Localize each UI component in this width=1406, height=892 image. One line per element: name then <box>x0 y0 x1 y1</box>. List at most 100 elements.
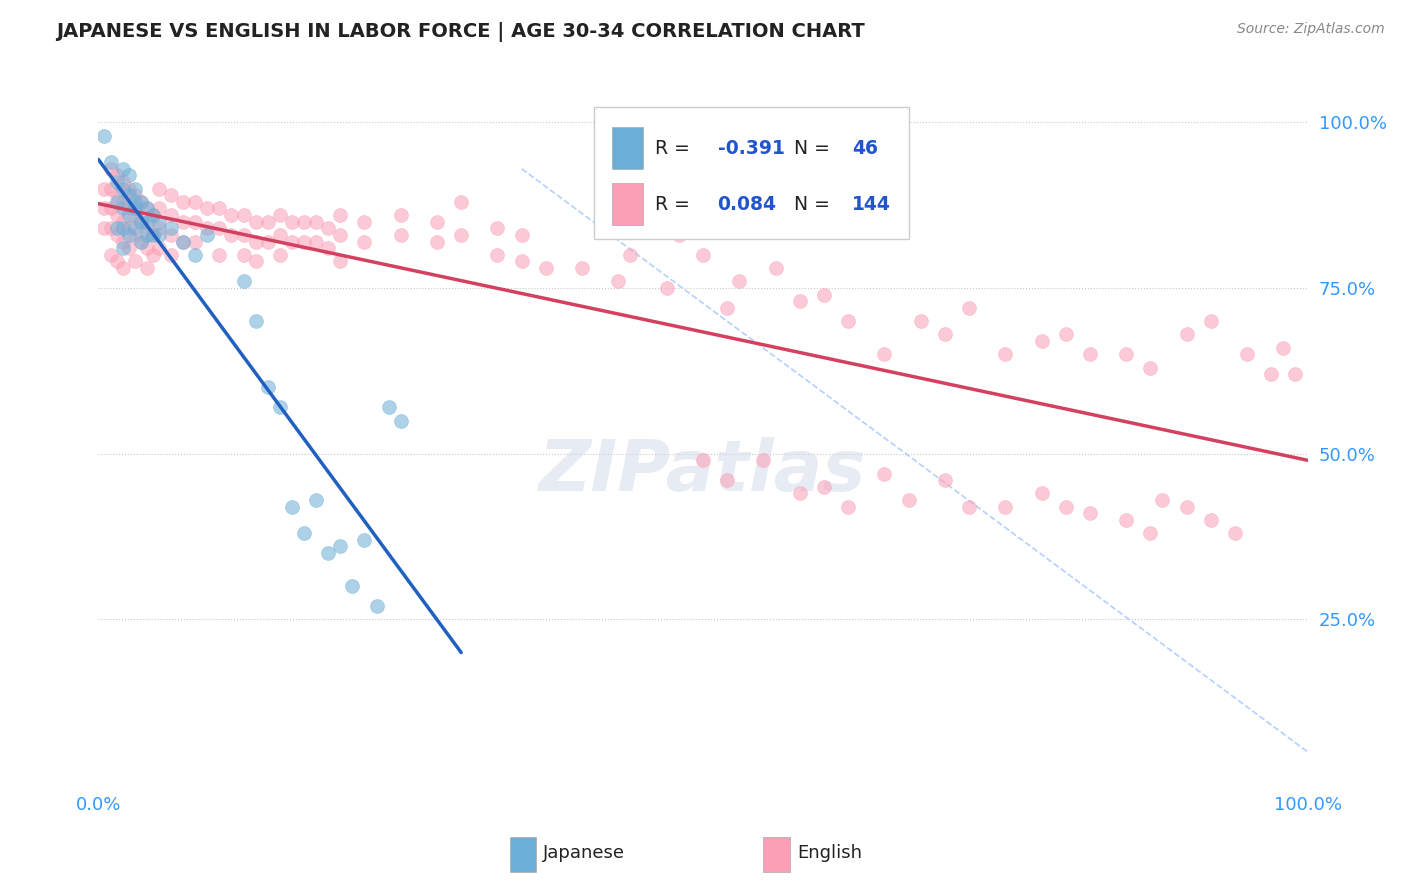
Point <box>148 221 170 235</box>
Point <box>93 181 115 195</box>
Point <box>221 208 243 222</box>
Point <box>135 221 157 235</box>
Point <box>118 208 141 222</box>
Point <box>353 235 375 249</box>
Point <box>305 215 328 229</box>
Point <box>1031 486 1053 500</box>
Point <box>129 194 152 209</box>
Point <box>1078 506 1101 520</box>
Point <box>269 227 291 242</box>
Point <box>135 227 157 242</box>
Point <box>148 181 170 195</box>
FancyBboxPatch shape <box>763 837 790 872</box>
Point <box>486 221 509 235</box>
Point <box>292 215 315 229</box>
Text: JAPANESE VS ENGLISH IN LABOR FORCE | AGE 30-34 CORRELATION CHART: JAPANESE VS ENGLISH IN LABOR FORCE | AGE… <box>56 22 865 42</box>
FancyBboxPatch shape <box>595 106 908 239</box>
Point <box>111 175 134 189</box>
Text: R =: R = <box>655 194 696 213</box>
Point <box>105 254 128 268</box>
Text: -0.391: -0.391 <box>717 139 785 158</box>
Point <box>100 202 122 216</box>
Point <box>135 202 157 216</box>
Point <box>118 169 141 183</box>
Text: Japanese: Japanese <box>543 844 626 863</box>
Point <box>129 215 152 229</box>
FancyBboxPatch shape <box>613 183 643 225</box>
Point <box>111 202 134 216</box>
Text: 46: 46 <box>852 139 877 158</box>
Point <box>208 221 231 235</box>
Point <box>256 380 278 394</box>
Point <box>329 208 352 222</box>
Point <box>269 248 291 262</box>
Point <box>208 248 231 262</box>
Point <box>118 188 141 202</box>
Point <box>934 473 956 487</box>
Point <box>135 261 157 276</box>
Point <box>93 221 115 235</box>
Point <box>118 227 141 242</box>
Text: Source: ZipAtlas.com: Source: ZipAtlas.com <box>1237 22 1385 37</box>
Point <box>129 235 152 249</box>
Point <box>111 161 134 176</box>
Point <box>1139 526 1161 541</box>
Point <box>789 486 811 500</box>
Point <box>281 235 304 249</box>
Point <box>135 215 157 229</box>
Point <box>1152 493 1174 508</box>
Point <box>105 188 128 202</box>
Point <box>160 208 183 222</box>
Point <box>245 254 267 268</box>
Point <box>256 215 278 229</box>
Point <box>105 208 128 222</box>
Point <box>813 287 835 301</box>
Point <box>1115 347 1137 361</box>
FancyBboxPatch shape <box>509 837 536 872</box>
Point <box>118 221 141 235</box>
Point <box>172 194 194 209</box>
Text: ZIPatlas: ZIPatlas <box>540 437 866 507</box>
Point <box>111 194 134 209</box>
Point <box>1284 367 1306 381</box>
Point <box>129 215 152 229</box>
Point <box>124 194 146 209</box>
Point <box>269 208 291 222</box>
Point <box>111 215 134 229</box>
Point <box>728 274 751 288</box>
Point <box>124 221 146 235</box>
Point <box>160 248 183 262</box>
Point <box>111 261 134 276</box>
Point <box>172 235 194 249</box>
Point <box>232 274 254 288</box>
Point <box>1199 513 1222 527</box>
Point <box>752 453 775 467</box>
Text: 0.084: 0.084 <box>717 194 776 213</box>
Point <box>329 227 352 242</box>
Point <box>118 241 141 255</box>
Text: N =: N = <box>793 194 835 213</box>
Point <box>142 227 165 242</box>
Point <box>118 181 141 195</box>
Point <box>450 227 472 242</box>
Point <box>957 500 980 514</box>
Point <box>142 227 165 242</box>
Point <box>195 221 218 235</box>
Point <box>510 227 533 242</box>
Point <box>160 227 183 242</box>
Point <box>305 235 328 249</box>
Point <box>142 208 165 222</box>
Point <box>184 215 207 229</box>
Point <box>619 248 641 262</box>
Point <box>957 301 980 315</box>
Point <box>105 227 128 242</box>
Point <box>305 493 328 508</box>
Point <box>184 235 207 249</box>
Point <box>245 314 267 328</box>
Point <box>366 599 388 613</box>
Point <box>692 248 714 262</box>
Point <box>256 235 278 249</box>
Point <box>329 254 352 268</box>
Point <box>873 347 896 361</box>
Point <box>342 579 364 593</box>
